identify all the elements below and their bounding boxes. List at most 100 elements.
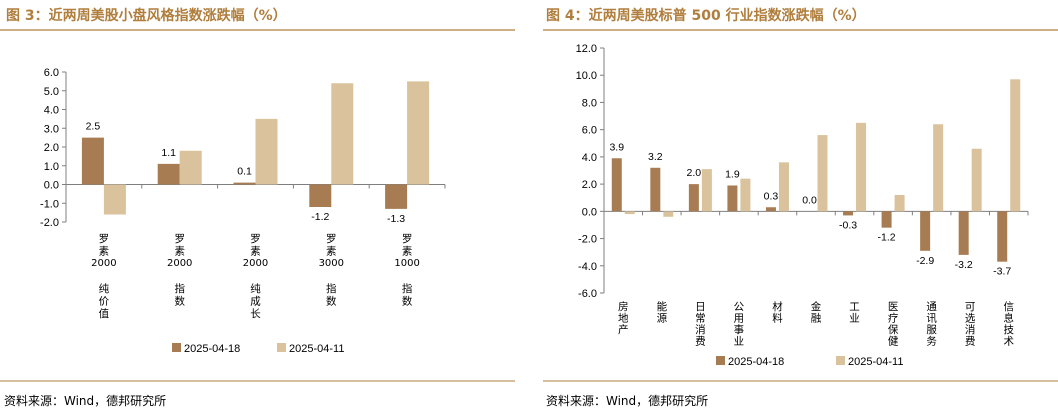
bar-series-a <box>843 211 854 216</box>
y-tick-label: 4.0 <box>44 105 59 117</box>
chart-panel-left: 图 3：近两周美股小盘风格指数涨跌幅（%） 6.0 5.0 4.0 3.0 2.0 1.0… <box>0 7 515 408</box>
category-label: 工业 <box>849 301 860 325</box>
category-label: 医疗保健 <box>888 301 899 348</box>
data-label: 0.1 <box>237 166 252 178</box>
data-label: -1.2 <box>878 232 896 244</box>
data-label: -3.2 <box>955 259 973 271</box>
bar-series-a <box>385 184 408 209</box>
data-label: 3.2 <box>648 151 663 163</box>
y-tick-label: 8.0 <box>582 97 597 109</box>
y-tick-label: 12.0 <box>576 43 597 55</box>
category-label: 罗素 2000 指数 <box>167 233 192 308</box>
legend-label-left-b: 2025-04-11 <box>289 343 344 355</box>
data-label: 2.5 <box>86 121 101 133</box>
data-label: 3.9 <box>609 141 624 153</box>
bar-series-b <box>778 162 789 212</box>
bar-series-b <box>103 184 126 215</box>
data-label: -1.2 <box>311 211 329 223</box>
category-label: 公用事业 <box>734 301 745 348</box>
y-tick-label: 1.0 <box>44 161 59 173</box>
x-axis-left: 罗素 2000 纯价值 罗素 2000 指数 罗素 2000 纯成长 罗素 3000 指数 罗素 1000… <box>91 233 420 320</box>
bar-series-a <box>233 182 256 185</box>
category-label: 房地产 <box>618 300 629 336</box>
bar-series-a <box>920 211 931 251</box>
data-label: -3.7 <box>993 266 1011 278</box>
bar-series-a <box>611 158 622 212</box>
source-right: 资料来源：Wind，德邦研究所 <box>546 393 708 408</box>
legend-label-right-a: 2025-04-18 <box>728 356 784 368</box>
category-label: 材料 <box>772 300 783 325</box>
bars-right <box>611 79 1021 262</box>
data-label: -0.3 <box>839 219 857 231</box>
category-label: 罗素 1000 指数 <box>394 233 419 308</box>
y-axis-right: 12.0 10.0 8.0 6.0 4.0 2.0 0.0 -2.0 -4.0 -6.0 <box>576 43 1029 300</box>
data-label: 1.9 <box>725 168 740 180</box>
bar-series-a <box>688 184 699 212</box>
legend-right: 2025-04-18 2025-04-11 <box>716 356 903 368</box>
legend-swatch-right-a <box>716 356 725 365</box>
bar-series-b <box>255 118 278 185</box>
legend-left: 2025-04-18 2025-04-11 <box>172 343 344 355</box>
data-label: 0.3 <box>764 190 779 202</box>
y-tick-label: 6.0 <box>44 67 59 79</box>
y-tick-label: 0.0 <box>44 180 59 192</box>
data-label: 2.0 <box>687 167 702 179</box>
category-label: 能源 <box>657 300 668 325</box>
bar-series-b <box>179 150 202 185</box>
bar-series-a <box>650 167 661 212</box>
y-tick-label: -4.0 <box>578 261 597 273</box>
category-label: 可选消费 <box>965 301 976 348</box>
bar-series-b <box>331 83 354 185</box>
bar-series-b <box>894 195 905 212</box>
legend-swatch-left-a <box>172 343 181 352</box>
bar-series-a <box>958 211 969 255</box>
legend-swatch-left-b <box>277 343 286 352</box>
bar-series-b <box>933 124 944 212</box>
y-tick-label: 0.0 <box>582 206 597 218</box>
bar-series-a <box>997 211 1008 262</box>
data-label: -1.3 <box>387 213 405 225</box>
bar-series-a <box>81 137 104 185</box>
bar-series-b <box>971 148 982 212</box>
y-tick-label: -2.0 <box>578 234 597 246</box>
y-tick-label: 10.0 <box>576 70 597 82</box>
legend-label-right-b: 2025-04-11 <box>848 356 903 368</box>
bar-series-a <box>765 207 776 212</box>
y-tick-label: -2.0 <box>40 217 59 229</box>
legend-label-left-a: 2025-04-18 <box>184 343 240 355</box>
bar-series-b <box>1010 79 1021 212</box>
legend-swatch-right-b <box>836 356 845 365</box>
bar-series-b <box>663 211 674 217</box>
category-label: 日常消费 <box>695 301 706 348</box>
bar-series-b <box>740 178 751 212</box>
category-label: 通讯服务 <box>926 301 937 348</box>
y-tick-label: 6.0 <box>582 125 597 137</box>
data-label: 1.1 <box>161 147 176 159</box>
category-label: 金融 <box>811 300 822 325</box>
chart-title-left: 图 3：近两周美股小盘风格指数涨跌幅（%） <box>6 7 287 24</box>
category-label: 罗素 3000 指数 <box>319 233 344 308</box>
bar-series-a <box>881 211 892 228</box>
bar-series-b <box>624 211 635 215</box>
chart-panel-right: 图 4：近两周美股标普 500 行业指数涨跌幅（%） 12.0 10.0 8.0 6.… <box>543 7 1058 408</box>
data-label: -2.9 <box>916 255 934 267</box>
bars-left <box>81 81 430 215</box>
bar-series-a <box>157 163 180 185</box>
y-tick-label: -1.0 <box>40 198 59 210</box>
y-tick-label: 3.0 <box>44 123 59 135</box>
bar-series-b <box>856 122 867 212</box>
chart-title-right: 图 4：近两周美股标普 500 行业指数涨跌幅（%） <box>546 7 866 24</box>
x-axis-right: 房地产 能源 日常消费 公用事业 材料 金融 工业 医疗保健 通讯服务 可选消费 信息技术 <box>618 300 1014 348</box>
y-tick-label: 2.0 <box>44 142 59 154</box>
category-label: 罗素 2000 纯价值 <box>91 233 116 320</box>
data-labels-right: 3.9 3.2 2.0 1.9 0.3 0.0 -0.3 -1.2 -2.9 -3.2 -3.7 <box>609 141 1011 277</box>
bar-series-b <box>407 81 430 185</box>
y-tick-label: 2.0 <box>582 179 597 191</box>
y-tick-label: 5.0 <box>44 86 59 98</box>
bar-series-b <box>817 135 828 212</box>
y-tick-label: -6.0 <box>578 288 597 300</box>
bar-series-a <box>727 185 738 212</box>
bar-series-b <box>701 169 712 212</box>
data-labels-left: 2.5 1.1 0.1 -1.2 -1.3 <box>86 121 406 225</box>
